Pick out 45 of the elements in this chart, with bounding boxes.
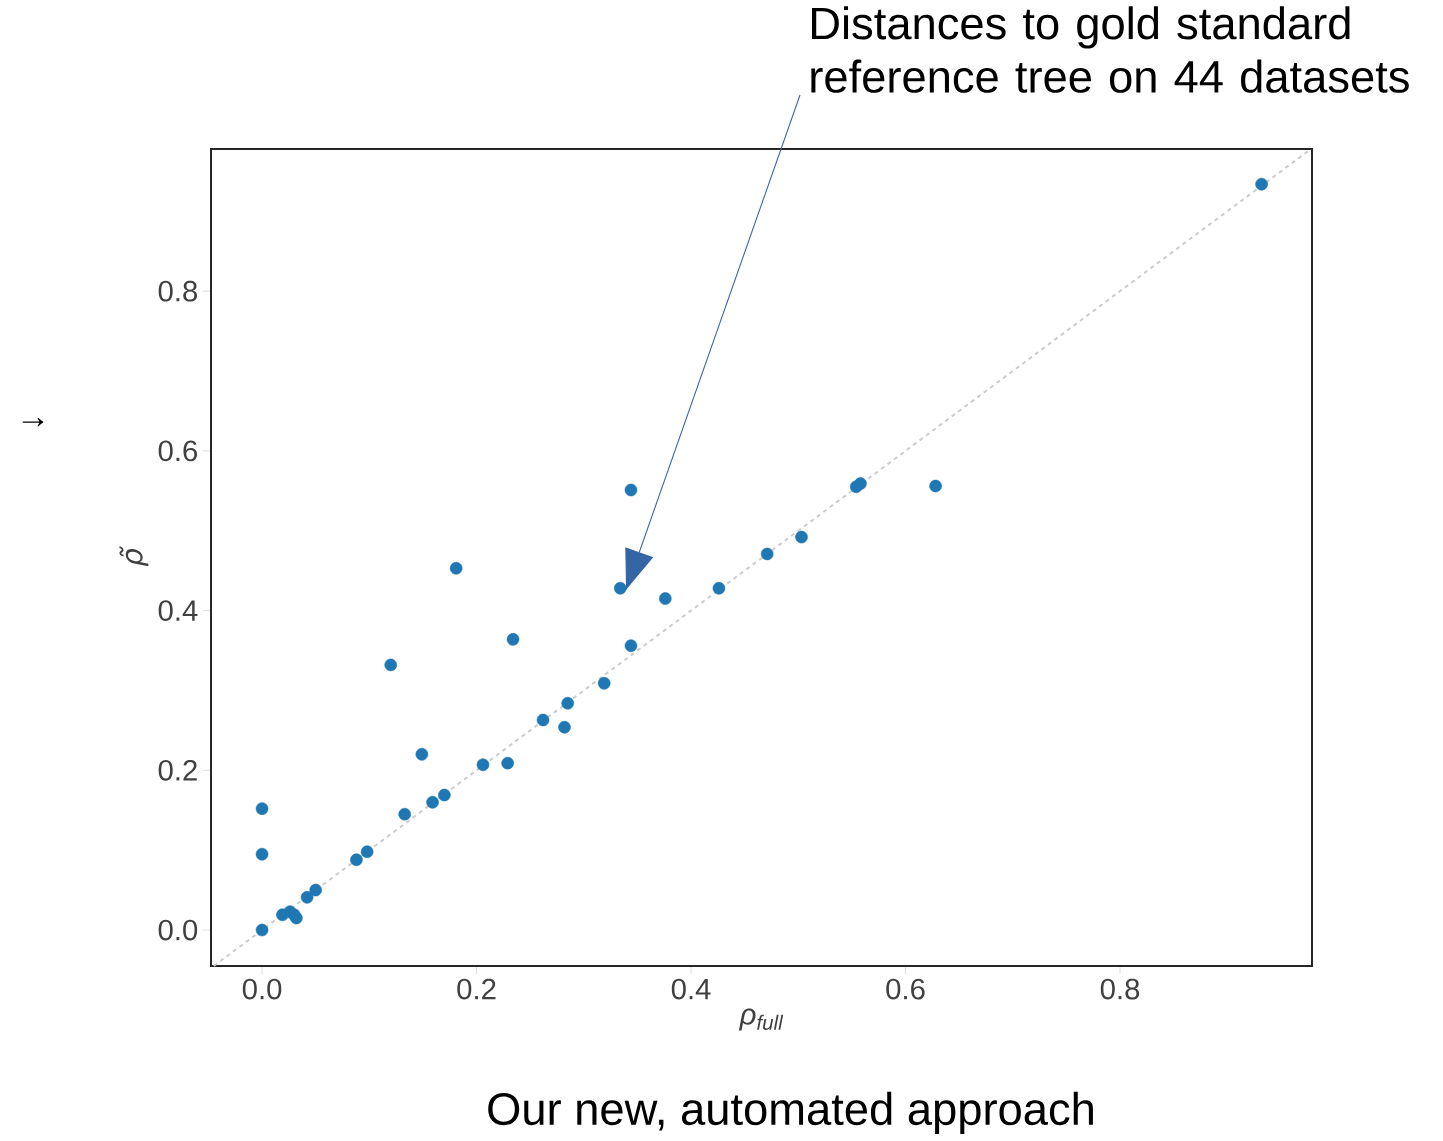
point <box>415 748 429 761</box>
x-tick-label: 0.6 <box>886 978 925 1000</box>
point <box>309 883 322 897</box>
point <box>449 562 463 575</box>
y-tick-label: 0.6 <box>158 440 198 462</box>
point <box>476 758 490 771</box>
x-axis-title: ρ$_{full}$ <box>738 1008 784 1031</box>
point <box>558 720 571 734</box>
point <box>384 658 398 672</box>
text: Distances to gold standard reference tree on 44 datasets <box>811 6 1409 93</box>
text: Our new, automated approach <box>488 1091 1093 1135</box>
y-axis-title: ρ̃ <box>119 546 149 567</box>
y-tick-label: 0.0 <box>158 919 198 941</box>
x-tick-label: 0.4 <box>671 978 711 1000</box>
point <box>360 845 374 859</box>
point <box>624 483 638 497</box>
point <box>854 477 867 490</box>
point <box>506 633 520 646</box>
point <box>398 807 411 821</box>
point <box>795 530 808 544</box>
point <box>255 923 269 937</box>
point <box>929 479 942 493</box>
x-tick-label: 0.0 <box>242 978 282 1000</box>
point <box>255 802 269 815</box>
point <box>1255 177 1268 191</box>
point <box>760 547 774 561</box>
point <box>350 853 363 867</box>
point <box>597 677 611 690</box>
point <box>438 788 451 802</box>
point <box>426 795 439 809</box>
point <box>624 639 638 653</box>
point <box>561 696 574 710</box>
x-tick-label: 0.8 <box>1100 978 1140 1000</box>
point <box>501 756 514 770</box>
point <box>712 581 726 595</box>
point <box>613 581 627 595</box>
y-tick-label: 0.4 <box>158 600 198 621</box>
point <box>300 891 314 904</box>
y-tick-label: 0.8 <box>158 280 198 302</box>
point <box>659 592 672 605</box>
text: → <box>22 418 44 427</box>
point <box>255 847 269 861</box>
point <box>536 713 550 727</box>
y-tick-label: 0.2 <box>158 759 197 781</box>
x-tick-label: 0.2 <box>457 978 496 1000</box>
